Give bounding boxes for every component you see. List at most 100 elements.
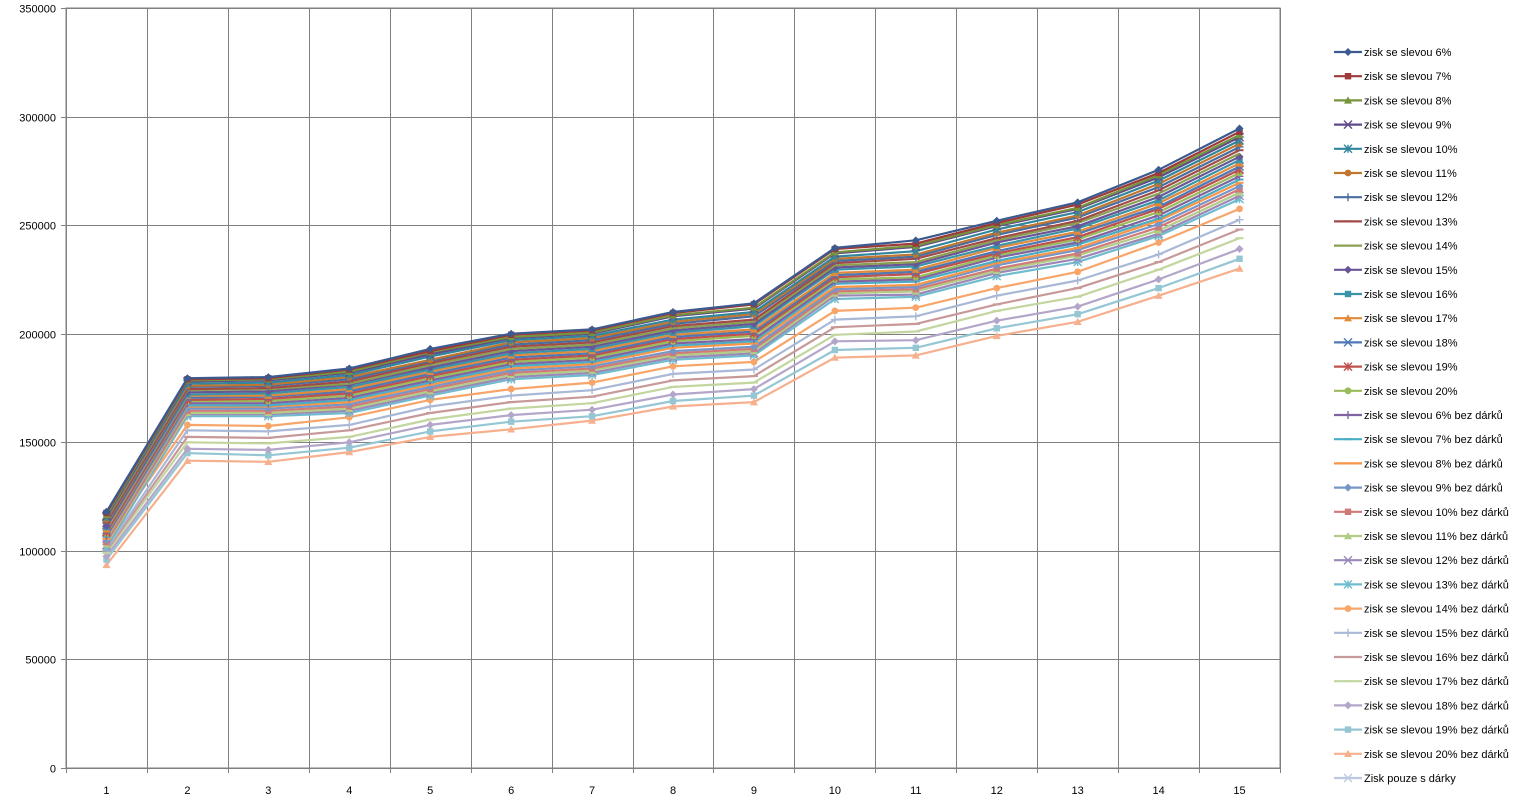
legend-label: zisk se slevou 18% bez dárků [1364,700,1509,712]
data-point [993,284,1001,292]
data-point [345,420,354,429]
legend-entry: zisk se slevou 17% [1334,313,1458,325]
legend-marker [1344,73,1352,80]
legend-label: zisk se slevou 13% [1364,216,1458,228]
legend-entry: zisk se slevou 18% [1334,337,1458,349]
legend-label: zisk se slevou 19% [1364,362,1458,374]
series-9 [105,152,1240,525]
data-point [1235,215,1244,224]
legend-entry: zisk se slevou 14% bez dárků [1334,604,1509,616]
data-point [426,402,435,411]
data-point [1073,198,1082,207]
data-point [1074,310,1081,318]
x-tick-label: 11 [910,785,921,797]
legend-entry: zisk se slevou 19% [1334,362,1458,374]
legend-label: zisk se slevou 20% bez dárků [1364,749,1509,761]
data-point [1074,268,1082,276]
legend-entry: zisk se slevou 12% [1334,192,1458,204]
series-1 [102,124,1244,516]
legend-entry: zisk se slevou 16% [1334,289,1458,301]
data-point [264,373,273,382]
legend-marker [1344,532,1352,540]
data-point [830,243,839,252]
data-point [588,325,597,334]
legend-marker [1343,337,1353,347]
data-point [588,416,597,424]
data-point [1155,284,1162,292]
legend-entry: zisk se slevou 18% bez dárků [1334,700,1509,712]
legend-entry: zisk se slevou 7% bez dárků [1334,434,1503,446]
x-tick-label: 4 [346,785,352,797]
data-point [1235,245,1244,254]
data-point [831,307,839,315]
x-tick-label: 13 [1072,785,1084,797]
legend-entry: zisk se slevou 15% bez dárků [1334,628,1509,640]
legend-marker [1344,169,1352,177]
legend-label: zisk se slevou 14% bez dárků [1364,604,1509,616]
data-point [265,452,272,459]
legend-marker [1344,387,1352,395]
data-point [507,411,516,420]
legend-marker [1344,605,1352,612]
data-point [1154,165,1163,174]
x-tick-label: 2 [184,785,190,797]
y-tick-label: 250000 [19,221,56,233]
data-point [588,386,597,395]
legend-label: zisk se slevou 16% [1364,289,1458,301]
legend-label: zisk se slevou 11% bez dárků [1364,531,1508,543]
series-29 [103,255,1243,563]
legend-entry: zisk se slevou 20% bez dárků [1334,749,1509,761]
data-point [831,346,839,354]
legend-entry: zisk se slevou 16% bez dárků [1334,652,1509,664]
data-point [749,299,758,308]
data-point [588,413,596,420]
data-point [992,291,1001,300]
legend-marker [1344,726,1352,733]
data-point [1235,124,1244,133]
data-point [669,308,677,316]
legend-label: zisk se slevou 15% bez dárků [1364,628,1509,640]
series-27 [102,237,1244,555]
legend-label: zisk se slevou 12% bez dárků [1364,555,1509,567]
legend: zisk se slevou 6% zisk se slevou 7% zisk s… [1334,47,1509,785]
legend-marker [1344,701,1352,710]
data-point [345,438,354,447]
data-point [992,216,1001,225]
series-30 [102,264,1244,569]
y-tick-label: 150000 [19,438,56,450]
legend-entry: zisk se slevou 7% [1334,71,1452,83]
data-point [102,560,111,569]
data-point [588,405,597,414]
data-point [1155,239,1162,246]
data-point [183,374,192,383]
data-point [184,449,191,457]
data-point [1236,205,1243,213]
x-tick-label: 6 [508,785,514,797]
x-tick-label: 7 [589,785,595,797]
series-10 [102,152,1244,530]
series-28 [102,245,1244,561]
legend-marker [1344,508,1352,515]
legend-label: zisk se slevou 8% [1364,95,1452,107]
data-point [1236,255,1243,262]
data-point [1073,317,1082,325]
legend-entry: zisk se slevou 11% [1334,168,1457,180]
data-point [911,312,920,321]
data-point [911,351,920,359]
y-tick-label: 200000 [19,330,56,342]
legend-entry: zisk se slevou 10% bez dárků [1334,507,1509,519]
data-point [507,329,516,338]
legend-label: Zisk pouze s dárky [1364,773,1456,785]
legend-entry: zisk se slevou 15% [1334,265,1458,277]
legend-label: zisk se slevou 12% [1364,192,1458,204]
legend-entry: zisk se slevou 13% bez dárků [1334,579,1509,591]
data-point [184,421,191,429]
legend-entry: zisk se slevou 17% bez dárků [1334,676,1509,688]
x-tick-label: 1 [103,785,109,797]
data-point [507,385,515,393]
data-point [912,304,920,312]
x-tick-label: 10 [829,785,841,797]
y-tick-label: 300000 [19,113,56,125]
legend-marker [1344,628,1352,637]
